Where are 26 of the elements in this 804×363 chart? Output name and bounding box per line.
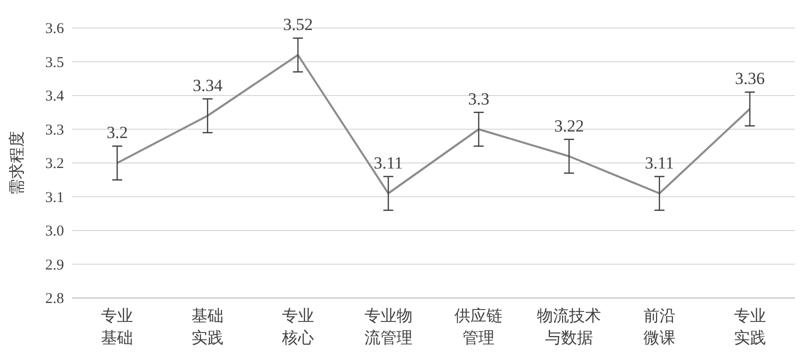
x-tick-label: 前沿微课 — [643, 307, 676, 347]
x-tick-label: 供应链管理 — [454, 307, 503, 347]
y-tick-label: 3.3 — [45, 122, 64, 138]
data-label: 3.36 — [734, 69, 765, 88]
y-tick-label: 2.9 — [45, 257, 64, 274]
data-label: 3.11 — [374, 154, 403, 172]
y-tick-label: 3.1 — [45, 190, 64, 206]
x-tick-label: 基础实践 — [192, 307, 224, 347]
x-tick-label: 专业实践 — [734, 307, 766, 347]
x-tick-label: 专业物流管理 — [364, 307, 412, 347]
data-label: 3.11 — [644, 154, 674, 172]
x-tick-label: 物流技术与数据 — [537, 307, 602, 347]
x-tick-label: 专业基础 — [101, 307, 134, 347]
y-tick-label: 3.0 — [45, 224, 64, 240]
y-axis-title: 需求程度 — [8, 131, 26, 195]
x-tick-label: 专业核心 — [280, 307, 314, 347]
data-label: 3.22 — [554, 116, 584, 136]
y-tick-label: 2.8 — [45, 291, 64, 307]
y-tick-label: 3.5 — [45, 54, 64, 71]
data-label: 3.3 — [468, 89, 490, 108]
y-tick-label: 3.4 — [45, 88, 64, 104]
data-label: 3.34 — [192, 76, 223, 95]
data-label: 3.2 — [106, 123, 128, 142]
data-label: 3.52 — [283, 15, 313, 34]
y-tick-label: 3.2 — [45, 156, 64, 172]
y-tick-label: 3.6 — [45, 21, 64, 37]
